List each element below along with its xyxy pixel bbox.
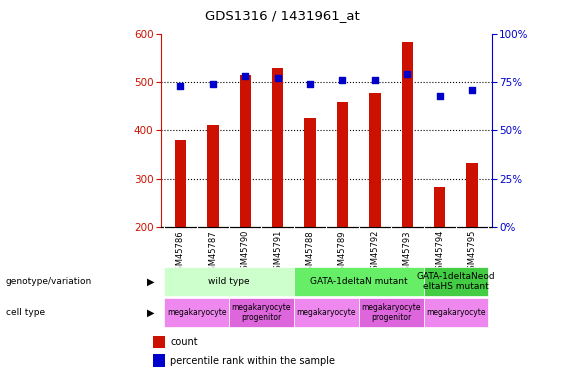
Text: wild type: wild type — [208, 277, 250, 286]
Point — [371, 77, 380, 83]
Bar — [424, 267, 488, 296]
Bar — [272, 68, 284, 227]
Point — [273, 75, 282, 81]
Bar — [305, 118, 316, 227]
Text: megakaryocyte
progenitor: megakaryocyte progenitor — [362, 303, 421, 322]
Bar — [164, 267, 294, 296]
Text: genotype/variation: genotype/variation — [6, 277, 92, 286]
Text: GATA-1deltaNeod
eltaHS mutant: GATA-1deltaNeod eltaHS mutant — [416, 272, 495, 291]
Text: megakaryocyte: megakaryocyte — [297, 308, 356, 317]
Text: megakaryocyte
progenitor: megakaryocyte progenitor — [232, 303, 291, 322]
Text: GDS1316 / 1431961_at: GDS1316 / 1431961_at — [205, 9, 360, 22]
Point — [176, 83, 185, 89]
Text: GSM45793: GSM45793 — [403, 230, 412, 276]
Bar — [229, 298, 294, 327]
Bar — [337, 102, 348, 227]
Text: ▶: ▶ — [147, 308, 155, 317]
Bar — [294, 267, 424, 296]
Bar — [175, 140, 186, 227]
Point — [241, 73, 250, 79]
Point — [208, 81, 218, 87]
Text: GSM45791: GSM45791 — [273, 230, 282, 275]
Text: GSM45790: GSM45790 — [241, 230, 250, 275]
Bar — [294, 298, 359, 327]
Text: GATA-1deltaN mutant: GATA-1deltaN mutant — [310, 277, 407, 286]
Point — [306, 81, 315, 87]
Bar — [164, 298, 229, 327]
Point — [435, 93, 444, 99]
Bar — [369, 93, 381, 227]
Point — [403, 71, 412, 77]
Text: ▶: ▶ — [147, 277, 155, 286]
Text: GSM45792: GSM45792 — [371, 230, 379, 275]
Text: GSM45787: GSM45787 — [208, 230, 218, 276]
Bar — [467, 163, 478, 227]
Bar — [153, 354, 165, 367]
Bar — [424, 298, 488, 327]
Text: GSM45789: GSM45789 — [338, 230, 347, 276]
Text: cell type: cell type — [6, 308, 45, 317]
Text: megakaryocyte: megakaryocyte — [167, 308, 227, 317]
Bar — [207, 126, 219, 227]
Text: GSM45795: GSM45795 — [468, 230, 477, 275]
Bar — [359, 298, 424, 327]
Point — [468, 87, 477, 93]
Text: count: count — [170, 337, 198, 347]
Bar — [240, 75, 251, 227]
Text: percentile rank within the sample: percentile rank within the sample — [170, 356, 335, 366]
Bar — [402, 42, 413, 227]
Text: GSM45788: GSM45788 — [306, 230, 315, 276]
Bar — [434, 187, 445, 227]
Text: GSM45794: GSM45794 — [435, 230, 444, 275]
Point — [338, 77, 347, 83]
Text: GSM45786: GSM45786 — [176, 230, 185, 276]
Bar — [153, 336, 165, 348]
Text: megakaryocyte: megakaryocyte — [426, 308, 486, 317]
